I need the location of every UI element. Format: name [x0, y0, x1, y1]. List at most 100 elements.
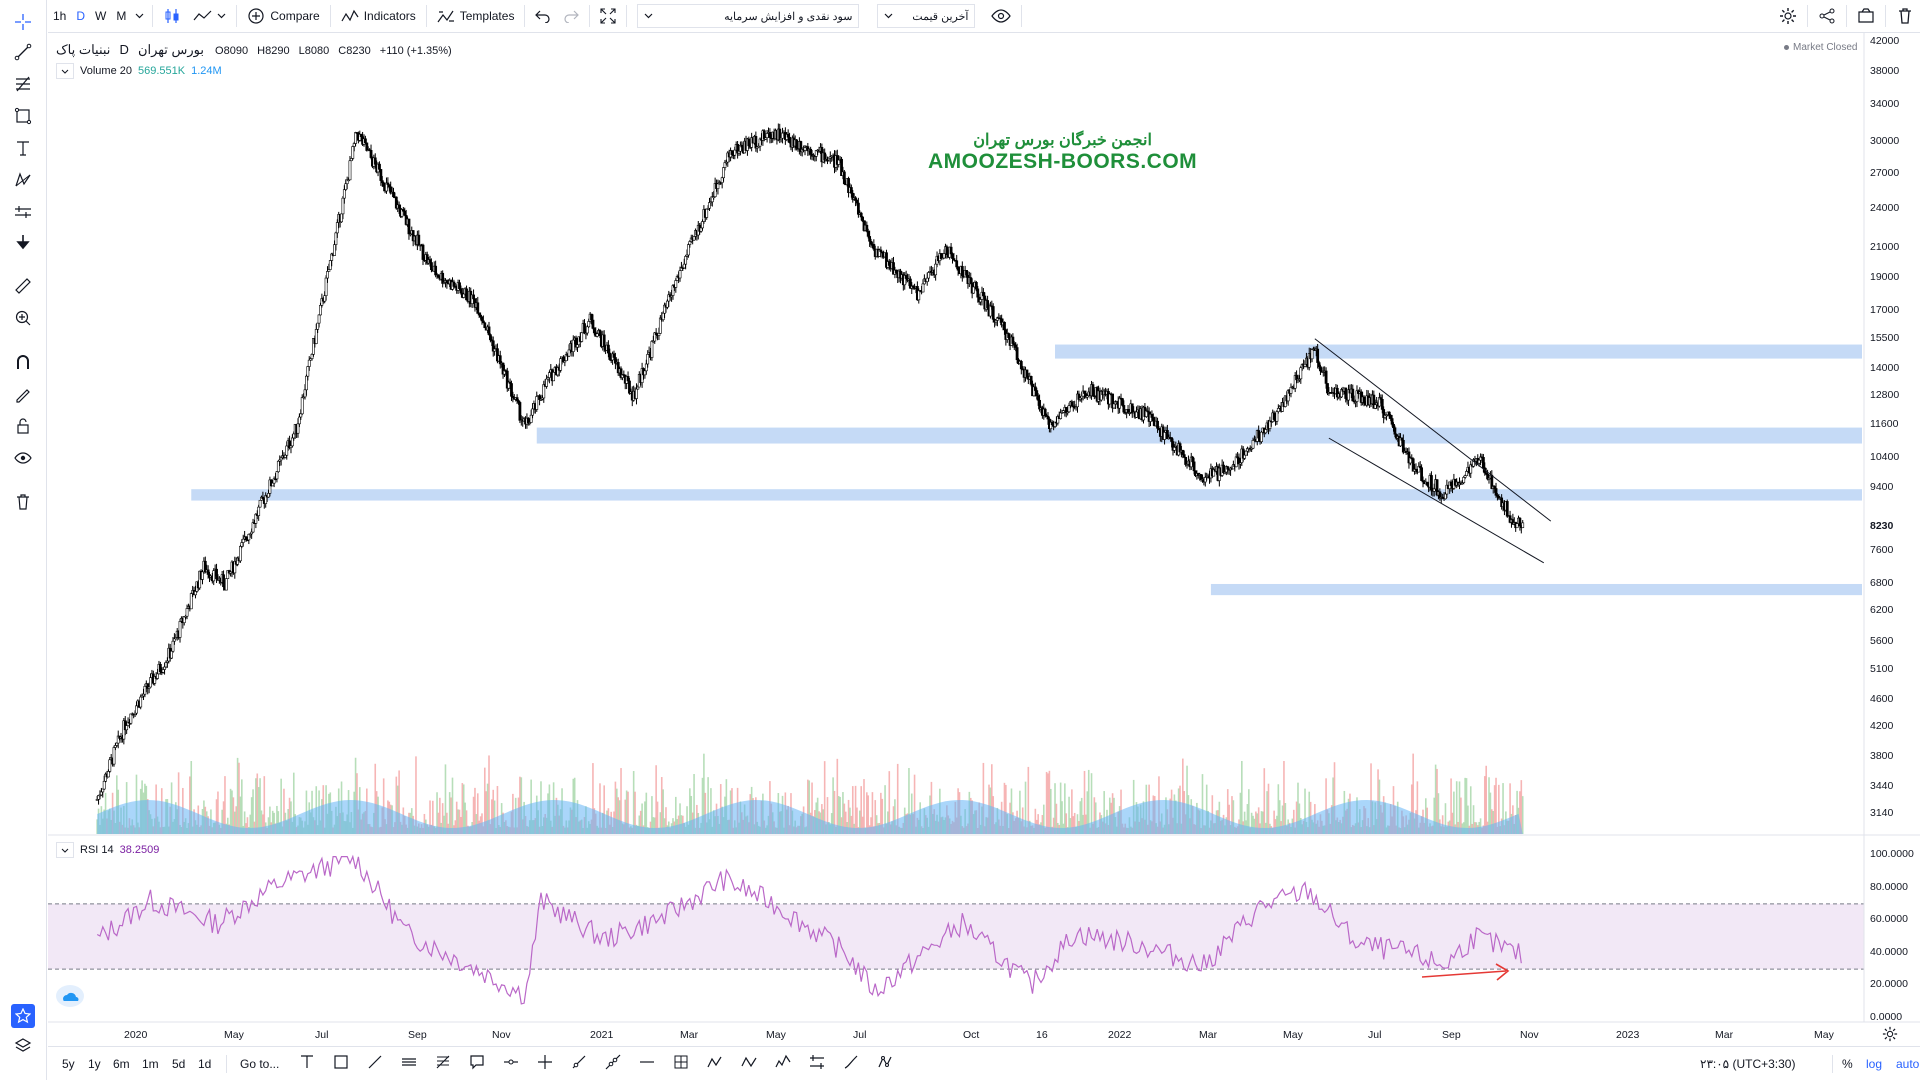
brush-icon[interactable] — [838, 1049, 864, 1075]
volume-bar — [1329, 823, 1332, 834]
forecast-icon[interactable] — [11, 200, 35, 224]
intervals-chevron-down-icon[interactable] — [131, 0, 148, 32]
zoom-in-icon[interactable] — [11, 306, 35, 330]
candle-body — [1063, 407, 1067, 411]
fib-retracement-icon[interactable] — [430, 1049, 456, 1075]
text-tool-icon[interactable] — [294, 1049, 320, 1075]
percent-scale-toggle[interactable]: % — [1842, 1057, 1853, 1071]
magnet-icon[interactable] — [11, 350, 35, 374]
clock-timezone[interactable]: ۲۳:۰۵ (UTC+3:30) — [1700, 1057, 1796, 1071]
rect-tool-icon[interactable] — [328, 1049, 354, 1075]
rsi-collapse-chevron-icon[interactable] — [56, 842, 74, 858]
price-source-select[interactable]: آخرین قیمت — [877, 4, 976, 28]
candle-body — [307, 359, 311, 367]
volume-bar — [908, 768, 910, 834]
date-range-icon[interactable] — [804, 1049, 830, 1075]
candle-body — [253, 522, 256, 524]
candle-body — [760, 138, 763, 141]
compare-button[interactable]: Compare — [241, 0, 325, 32]
abcd-pattern-icon[interactable] — [736, 1049, 762, 1075]
candle-body — [1493, 486, 1497, 489]
favorites-star-icon[interactable] — [11, 1004, 35, 1028]
undo-icon[interactable] — [529, 0, 557, 32]
candle-body — [1123, 411, 1127, 414]
ray-icon[interactable] — [566, 1049, 592, 1075]
range-6m[interactable]: 6m — [113, 1057, 130, 1071]
xabcd-pattern-icon[interactable] — [702, 1049, 728, 1075]
candle-body — [1161, 426, 1165, 440]
candles-icon[interactable] — [157, 0, 187, 32]
volume-bar — [170, 782, 173, 834]
indicators-button[interactable]: Indicators — [335, 0, 422, 32]
lock-icon[interactable] — [11, 414, 35, 438]
path-tool-icon[interactable] — [872, 1049, 898, 1075]
auto-scale-toggle[interactable]: auto — [1896, 1057, 1920, 1071]
time-axis[interactable]: 2020 May Jul Sep Nov 2021 Mar May Jul Oct 16 2022 Ma… — [48, 1024, 1864, 1046]
interval-1h[interactable]: 1h — [53, 9, 67, 23]
line-chart-icon[interactable] — [187, 0, 232, 32]
interval-w[interactable]: W — [95, 9, 107, 23]
goto-button[interactable]: Go to... — [240, 1057, 280, 1071]
horizontal-ray-icon[interactable] — [634, 1049, 660, 1075]
dividend-adjust-select[interactable]: سود نقدی و افزایش سرمایه — [637, 4, 860, 28]
interval-d[interactable]: D — [76, 9, 86, 23]
crosshair-icon[interactable] — [11, 10, 35, 34]
candle-body — [739, 144, 742, 152]
volume-bar — [585, 806, 587, 834]
candle-body — [425, 254, 429, 264]
candle-body — [915, 286, 919, 301]
chart-settings-gear-icon[interactable] — [1882, 1026, 1900, 1044]
range-1m[interactable]: 1m — [142, 1057, 159, 1071]
log-scale-toggle[interactable]: log — [1866, 1057, 1883, 1071]
pattern-icon[interactable] — [11, 168, 35, 192]
arrow-down-icon[interactable] — [11, 230, 35, 254]
cross-line-icon[interactable] — [532, 1049, 558, 1075]
rectangle-icon[interactable] — [11, 104, 35, 128]
line-tool-icon[interactable] — [362, 1049, 388, 1075]
trend-line-icon[interactable] — [11, 40, 35, 64]
delete-trash-icon[interactable] — [1890, 0, 1920, 32]
text-icon[interactable] — [11, 136, 35, 160]
volume-bar — [864, 827, 867, 834]
range-1y[interactable]: 1y — [88, 1057, 101, 1071]
ruler-icon[interactable] — [11, 274, 35, 298]
stay-drawing-icon[interactable] — [11, 382, 35, 406]
candle-body — [157, 663, 161, 675]
snapshot-icon[interactable] — [1851, 0, 1881, 32]
price-tick-label: 3140 — [1870, 807, 1894, 819]
candle-body — [604, 346, 607, 351]
volume-bar — [1273, 810, 1275, 834]
elliott-wave-icon[interactable] — [770, 1049, 796, 1075]
range-1d[interactable]: 1d — [198, 1057, 212, 1071]
visibility-eye-icon[interactable] — [985, 0, 1017, 32]
settings-gear-icon[interactable] — [1773, 0, 1803, 32]
extended-line-icon[interactable] — [600, 1049, 626, 1075]
volume-bar — [623, 824, 625, 834]
candle-body — [827, 157, 831, 161]
symbol-name[interactable]: نبنیات پاک — [56, 42, 111, 57]
callout-icon[interactable] — [464, 1049, 490, 1075]
share-icon[interactable] — [1812, 0, 1842, 32]
volume-bar — [353, 791, 355, 834]
templates-button[interactable]: Templates — [431, 0, 521, 32]
trash-icon[interactable] — [11, 490, 35, 514]
eye-icon[interactable] — [11, 446, 35, 470]
volume-bar — [149, 814, 152, 834]
parallel-channel-icon[interactable] — [396, 1049, 422, 1075]
fullscreen-icon[interactable] — [594, 0, 622, 32]
volume-collapse-chevron-icon[interactable] — [56, 63, 74, 79]
volume-bar — [231, 790, 233, 834]
layers-icon[interactable] — [11, 1034, 35, 1058]
price-axis[interactable]: 42000 38000 34000 30000 27000 24000 21000 19000… — [1864, 32, 1920, 1023]
fib-tools-icon[interactable] — [11, 72, 35, 96]
range-5y[interactable]: 5y — [62, 1057, 75, 1071]
grid-tool-icon[interactable] — [668, 1049, 694, 1075]
volume-bar — [364, 810, 367, 834]
candle-body — [817, 149, 821, 152]
range-5d[interactable]: 5d — [172, 1057, 186, 1071]
volume-bar — [1235, 827, 1237, 834]
horizontal-line-icon[interactable] — [498, 1049, 524, 1075]
candle-body — [1000, 318, 1004, 326]
candle-body — [1055, 421, 1058, 424]
interval-m[interactable]: M — [116, 9, 127, 23]
